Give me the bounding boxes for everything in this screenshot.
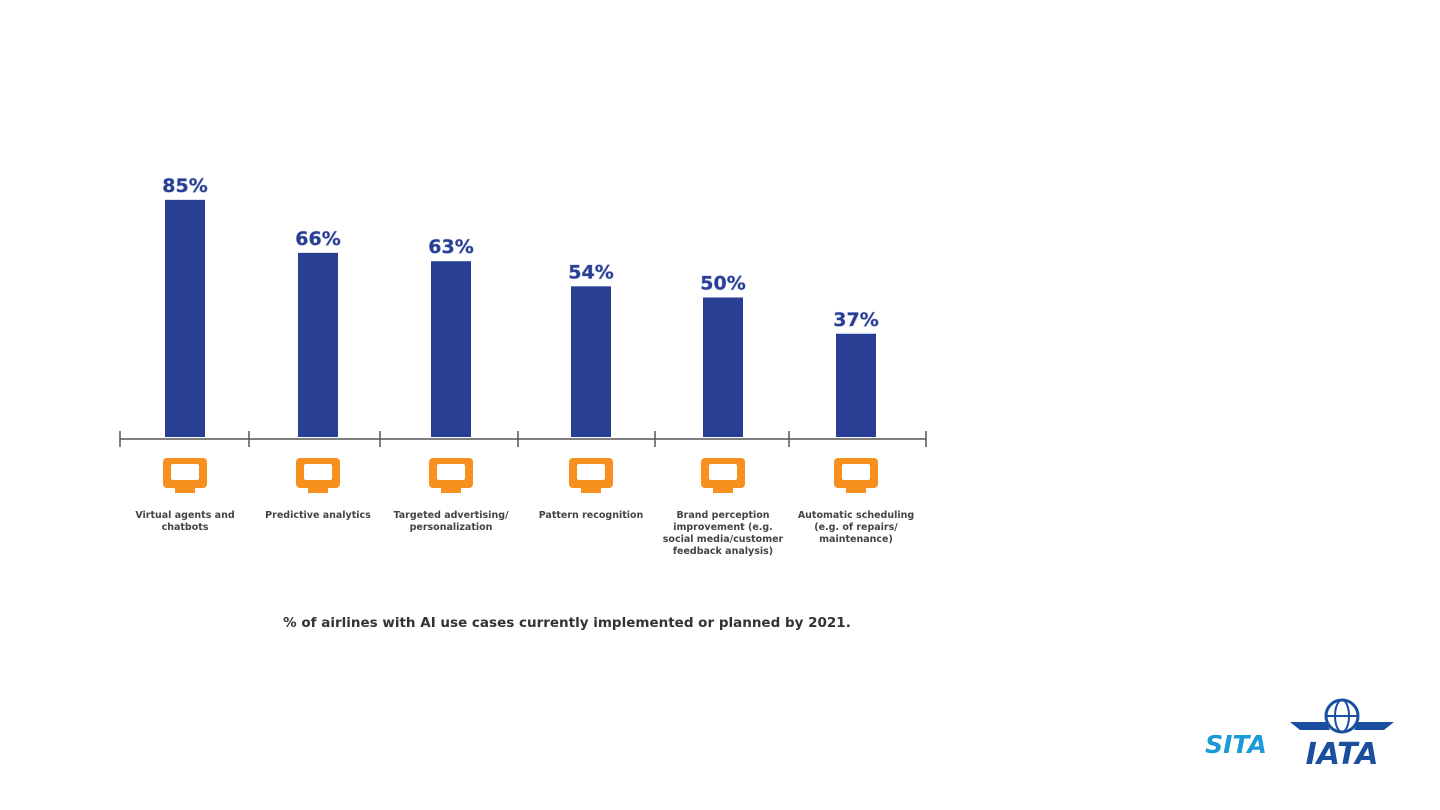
iata-emblem [1290, 698, 1394, 734]
icon-shape [709, 464, 737, 480]
icon-shape [304, 464, 332, 480]
category-icon [296, 458, 340, 493]
value-label: 50% [700, 273, 745, 295]
x-tick-label: Brand perception improvement (e.g. socia… [662, 510, 784, 557]
x-tick-label: Targeted advertising/ personalization [393, 510, 509, 533]
icon-shape [581, 488, 601, 493]
category-icon [701, 458, 745, 493]
value-label: 54% [568, 261, 613, 283]
category-icon [834, 458, 878, 493]
iata-logo: IATA [1306, 737, 1379, 772]
icon-shape [175, 488, 195, 493]
category-icon [163, 458, 207, 493]
icon-shape [577, 464, 605, 480]
x-tick-label: Automatic scheduling (e.g. of repairs/ m… [797, 510, 915, 545]
icon-shape [171, 464, 199, 480]
bar [431, 261, 471, 437]
x-tick-label: Pattern recognition [538, 510, 644, 521]
x-tick-label: Predictive analytics [265, 510, 371, 521]
chart-caption: % of airlines with AI use cases currentl… [283, 615, 851, 631]
icon-shape [441, 488, 461, 493]
bar [836, 333, 876, 437]
category-icon [429, 458, 473, 493]
value-label: 37% [833, 309, 878, 331]
icon-shape [846, 488, 866, 493]
value-label: 66% [295, 228, 340, 250]
value-label: 85% [162, 175, 207, 197]
icon-shape [842, 464, 870, 480]
sita-logo: SITA [1205, 730, 1267, 759]
x-tick-label: Virtual agents and chatbots [135, 510, 235, 533]
category-icon [569, 458, 613, 493]
bar [298, 252, 338, 437]
value-label: 63% [428, 236, 473, 258]
icon-shape [713, 488, 733, 493]
bar [703, 297, 743, 437]
bar [165, 199, 205, 437]
icon-shape [308, 488, 328, 493]
icon-shape [437, 464, 465, 480]
bar [571, 286, 611, 437]
